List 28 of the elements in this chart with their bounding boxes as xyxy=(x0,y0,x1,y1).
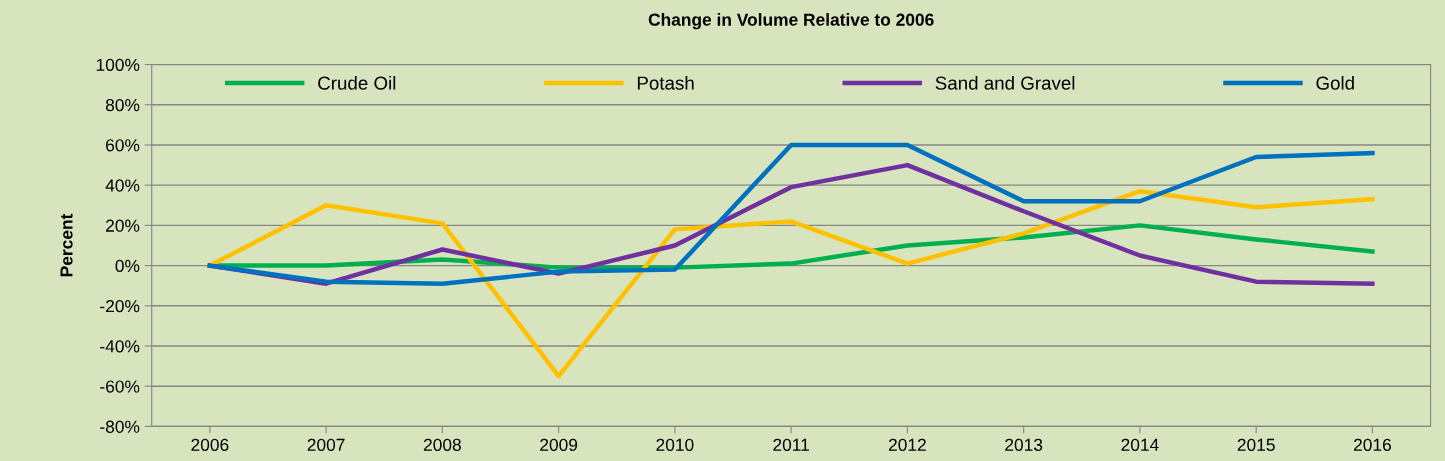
y-tick-label: -60% xyxy=(100,380,140,393)
y-tick-label: 80% xyxy=(105,98,140,112)
x-tick-label: 2010 xyxy=(656,438,694,451)
x-tick-label: 2015 xyxy=(1237,438,1275,451)
y-tick-label: 40% xyxy=(105,179,140,192)
y-tick-label: 20% xyxy=(106,219,140,232)
x-tick-label: 2006 xyxy=(191,438,229,451)
y-tick-label: 0% xyxy=(115,259,140,273)
x-tick-label: 2016 xyxy=(1353,438,1391,451)
x-tick-label: 2013 xyxy=(1005,438,1043,451)
legend-label: Crude Oil xyxy=(318,75,396,90)
legend-label: Potash xyxy=(637,75,694,90)
x-tick-label: 2012 xyxy=(888,438,926,451)
y-axis-title: Percent xyxy=(60,213,73,277)
y-tick-label: 100% xyxy=(96,58,140,71)
y-tick-label: -20% xyxy=(100,299,140,313)
legend-label: Gold xyxy=(1316,75,1354,90)
x-tick-label: 2014 xyxy=(1121,438,1159,451)
y-tick-label: 60% xyxy=(106,139,140,152)
x-tick-label: 2009 xyxy=(540,438,578,451)
chart-title: Change in Volume Relative to 2006 xyxy=(648,13,934,30)
legend-label: Sand and Gravel xyxy=(935,75,1075,90)
x-tick-label: 2008 xyxy=(423,438,461,451)
x-tick-label: 2007 xyxy=(307,438,345,451)
y-tick-label: -40% xyxy=(100,340,140,353)
line-series xyxy=(207,188,1375,379)
x-tick-label: 2011 xyxy=(773,438,809,451)
y-tick-label: -80% xyxy=(100,420,140,433)
